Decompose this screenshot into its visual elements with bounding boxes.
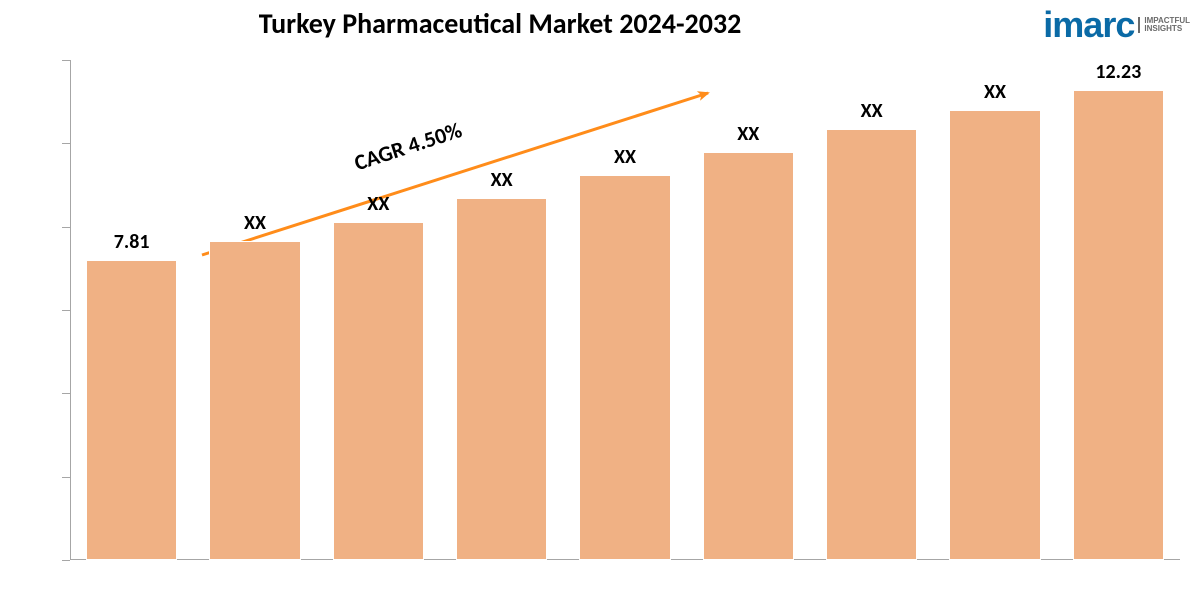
- y-axis-tick: [62, 143, 70, 144]
- chart-title: Turkey Pharmaceutical Market 2024-2032: [0, 6, 1000, 41]
- bar-slot: XX: [317, 60, 440, 560]
- bar-value-label: XX: [984, 80, 1006, 104]
- bar-slot: XX: [563, 60, 686, 560]
- bar-value-label: XX: [614, 145, 636, 169]
- chart-container: Turkey Pharmaceutical Market 2024-2032 i…: [0, 0, 1200, 600]
- y-axis-tick: [62, 227, 70, 228]
- bar-value-label: XX: [367, 192, 389, 216]
- bar-slot: XX: [193, 60, 316, 560]
- y-axis-tick: [62, 477, 70, 478]
- bar: [456, 198, 547, 560]
- y-axis-tick: [62, 60, 70, 61]
- plot-area: CAGR 4.50% 7.81XXXXXXXXXXXXXX12.23: [70, 60, 1180, 560]
- bar-slot: 7.81: [70, 60, 193, 560]
- bar-slot: XX: [440, 60, 563, 560]
- brand-logo-text: imarc: [1043, 4, 1134, 46]
- bar-slot: XX: [810, 60, 933, 560]
- bar: [1073, 90, 1164, 560]
- bar-value-label: XX: [491, 168, 513, 192]
- bar-value-label: 12.23: [1095, 60, 1141, 84]
- bar-value-label: 7.81: [114, 230, 150, 254]
- bar: [209, 241, 300, 560]
- bar-slot: XX: [687, 60, 810, 560]
- bar-value-label: XX: [244, 211, 266, 235]
- brand-logo: imarc IMPACTFUL INSIGHTS: [1043, 4, 1190, 46]
- brand-logo-tagline: IMPACTFUL INSIGHTS: [1138, 17, 1190, 33]
- y-axis-tick: [62, 560, 70, 561]
- bars-group: 7.81 XX XX XX XX XX XX XX 12.23: [70, 60, 1180, 560]
- bar: [949, 110, 1040, 560]
- bar: [86, 260, 177, 560]
- brand-logo-tagline-line2: INSIGHTS: [1144, 24, 1182, 33]
- bar-value-label: XX: [861, 99, 883, 123]
- bar: [826, 129, 917, 560]
- y-axis-tick: [62, 393, 70, 394]
- y-axis-tick: [62, 310, 70, 311]
- bar: [703, 152, 794, 560]
- bar-value-label: XX: [737, 122, 759, 146]
- bar-slot: 12.23: [1057, 60, 1180, 560]
- bar-slot: XX: [933, 60, 1056, 560]
- bar: [333, 222, 424, 560]
- bar: [579, 175, 670, 560]
